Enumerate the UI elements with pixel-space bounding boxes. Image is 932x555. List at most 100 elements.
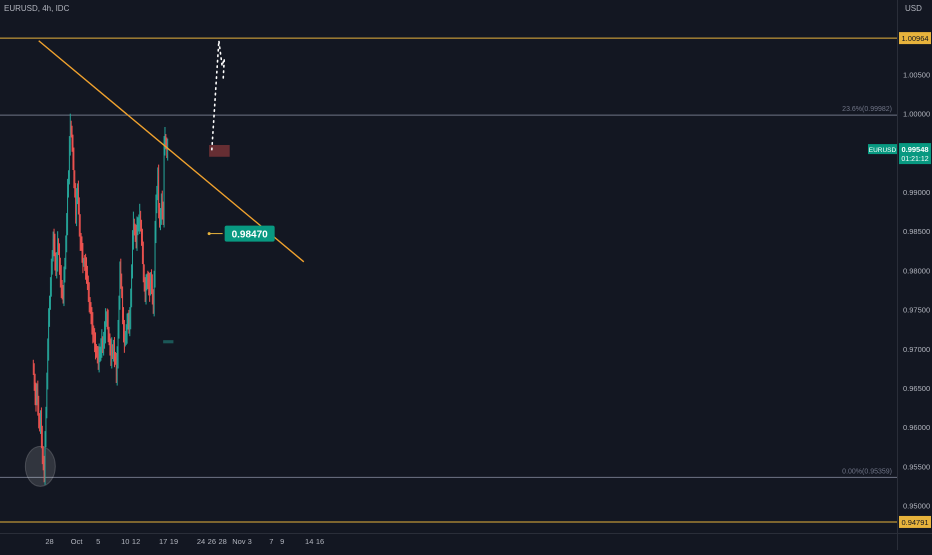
candle-body	[71, 133, 73, 146]
candle	[49, 295, 51, 327]
candle-body	[90, 309, 92, 318]
candle	[162, 201, 164, 225]
candle-body	[142, 239, 143, 255]
resistance-zone[interactable]	[209, 145, 230, 157]
candle	[154, 220, 156, 288]
candle-body	[140, 215, 141, 228]
candle	[144, 277, 146, 302]
candle-body	[78, 188, 79, 208]
candle-body	[154, 231, 156, 279]
candle	[155, 194, 157, 244]
candle-body	[60, 278, 62, 287]
candle	[98, 343, 100, 373]
candle-body	[115, 356, 116, 361]
candle	[38, 395, 40, 429]
candle-body	[160, 215, 161, 224]
candle	[99, 346, 101, 363]
candle	[113, 339, 115, 362]
candle-body	[94, 337, 95, 345]
candle	[56, 252, 58, 279]
candle-body	[98, 356, 100, 361]
candle-body	[33, 370, 35, 385]
price-axis[interactable]: 1.005001.000000.995000.990000.985000.980…	[903, 70, 930, 510]
candle	[159, 208, 161, 231]
price-badge-text-top-level: 1.00964	[901, 34, 928, 43]
time-tick-label: 12	[132, 537, 140, 546]
candle	[55, 252, 57, 276]
annotation-label-box[interactable]	[224, 225, 275, 242]
candle	[67, 178, 69, 236]
symbol-info: EURUSD, 4h, IDC	[4, 4, 70, 13]
candle-body	[75, 192, 76, 216]
candle	[106, 308, 108, 330]
candle	[137, 217, 139, 236]
candle-body	[128, 317, 130, 327]
candle	[58, 238, 60, 256]
candle	[50, 258, 52, 297]
candle	[143, 264, 145, 292]
candle	[95, 344, 97, 358]
candle	[112, 344, 114, 360]
drawings: 0.98470	[38, 40, 305, 263]
candle	[85, 253, 87, 280]
candle	[42, 446, 44, 471]
candle-body	[122, 293, 123, 318]
candle-body	[70, 125, 72, 134]
candle	[127, 312, 129, 330]
candle-body	[50, 286, 51, 302]
descending-trendline[interactable]	[38, 40, 305, 263]
support-zone[interactable]	[163, 340, 174, 344]
candle-body	[105, 321, 106, 332]
candlesticks	[32, 113, 169, 485]
projection-path[interactable]	[211, 40, 226, 151]
candle	[51, 250, 53, 275]
candle	[104, 321, 106, 349]
candle	[69, 113, 71, 156]
candle-body	[102, 340, 104, 349]
candle	[37, 380, 39, 416]
candle-body	[161, 203, 162, 216]
candle	[94, 328, 96, 353]
candle-body	[51, 254, 53, 271]
candle	[92, 312, 94, 344]
candle-body	[95, 344, 96, 349]
candle	[89, 297, 91, 314]
candle	[66, 213, 68, 253]
horizontal-levels: 23.6%(0.99982) 0.00%(0.95359)	[0, 37, 897, 523]
candle-body	[107, 321, 109, 332]
candle	[41, 425, 43, 465]
candle	[132, 230, 134, 279]
candle	[87, 275, 89, 302]
candle-body	[76, 199, 77, 216]
candle-body	[106, 317, 107, 322]
candle-body	[111, 350, 113, 357]
price-badge-top-level	[899, 32, 931, 45]
candle	[46, 372, 48, 419]
candle-body	[91, 317, 93, 326]
candle-body	[88, 284, 89, 294]
candle-body	[85, 264, 86, 271]
candle-body	[127, 317, 129, 326]
candle	[86, 265, 88, 291]
candle-body	[67, 192, 68, 224]
candle	[133, 218, 135, 236]
candle	[146, 273, 148, 291]
candle	[156, 185, 158, 214]
low-highlight-circle[interactable]	[24, 445, 56, 487]
candle-body	[80, 239, 82, 246]
time-axis[interactable]: 28 Oct 5 10 12 17 19 24 26 28 Nov 3 7 9 14 16	[45, 537, 324, 546]
time-tick-label: 28	[218, 537, 226, 546]
candle	[114, 351, 116, 365]
candle-body	[96, 348, 97, 354]
candle-body	[36, 389, 38, 400]
candle-body	[155, 207, 157, 232]
candle	[116, 346, 118, 386]
candle-body	[38, 407, 39, 418]
candle	[70, 120, 72, 138]
candle-body	[97, 353, 98, 357]
candle	[150, 272, 152, 296]
candle	[118, 295, 120, 339]
candle-body	[73, 160, 75, 177]
